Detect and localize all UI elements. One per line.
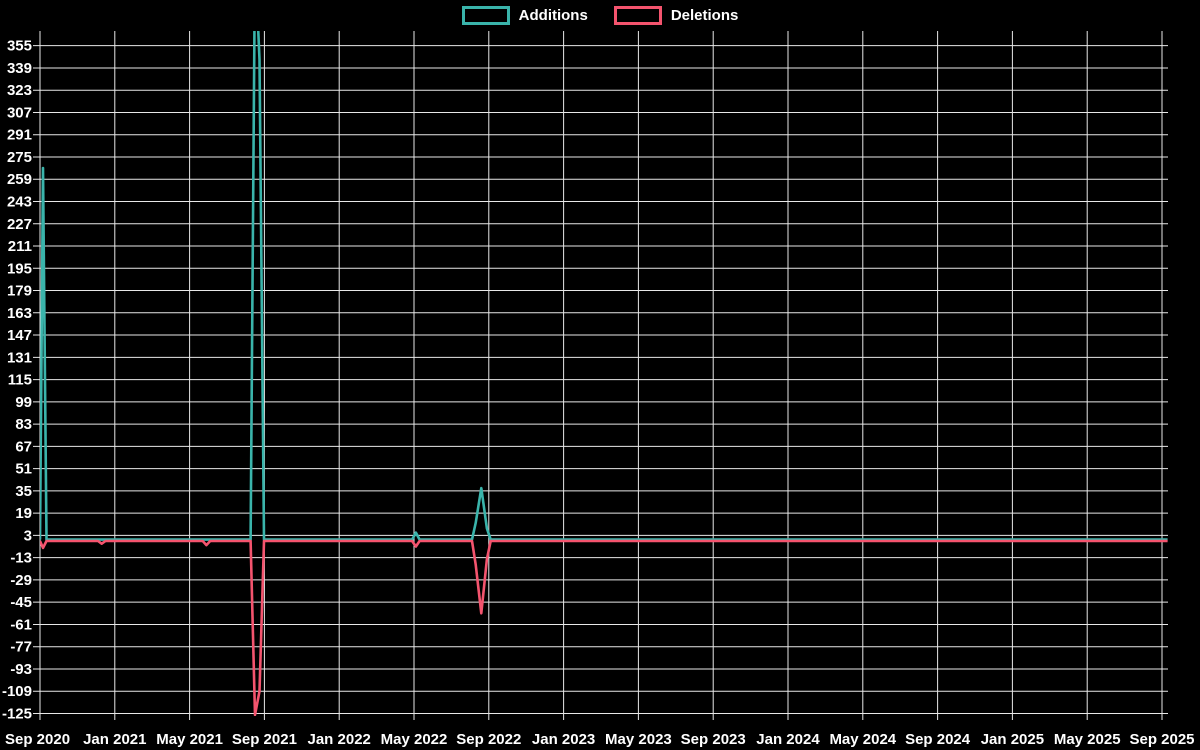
x-axis-tick-label: Jan 2022 (308, 731, 371, 748)
y-axis-tick-label: 243 (7, 194, 32, 211)
legend-item-deletions[interactable]: Deletions (613, 6, 739, 25)
y-axis-tick-label: -61 (10, 616, 32, 633)
y-axis-tick-label: 211 (8, 238, 32, 255)
legend-label-deletions: Deletions (670, 7, 739, 24)
y-axis-tick-label: -45 (10, 594, 32, 611)
y-axis-tick-label: 195 (7, 260, 32, 277)
deletions-line (40, 539, 1168, 716)
x-axis-tick-label: Jan 2023 (532, 731, 595, 748)
y-axis-tick-label: 163 (7, 305, 32, 322)
additions-swatch-icon (461, 6, 510, 25)
y-axis-tick-label: 67 (15, 438, 32, 455)
x-axis-tick-label: Jan 2021 (83, 731, 146, 748)
y-axis-tick-label: -93 (10, 661, 32, 678)
legend-item-additions[interactable]: Additions (461, 6, 588, 25)
x-axis-tick-label: Sep 2023 (681, 731, 746, 748)
y-axis-tick-label: -109 (2, 683, 32, 700)
y-axis-tick-label: 131 (7, 349, 32, 366)
y-axis-tick-label: -77 (10, 639, 32, 656)
x-axis-tick-label: Jan 2025 (981, 731, 1044, 748)
x-axis-tick-label: Jan 2024 (756, 731, 820, 748)
y-axis-tick-label: -125 (2, 705, 32, 722)
legend-label-additions: Additions (518, 7, 588, 24)
y-axis-tick-label: 339 (7, 60, 32, 77)
x-axis-tick-label: May 2022 (381, 731, 448, 748)
y-axis-tick-label: 35 (15, 483, 32, 500)
x-axis-tick-label: May 2025 (1054, 731, 1121, 748)
y-axis-tick-label: -13 (10, 550, 32, 567)
y-axis-tick-label: 275 (7, 149, 32, 166)
x-axis-tick-label: May 2021 (156, 731, 223, 748)
y-axis-tick-label: 227 (7, 216, 32, 233)
y-axis-tick-label: 51 (15, 461, 32, 478)
x-axis-tick-label: Sep 2024 (905, 731, 971, 748)
x-axis-tick-label: Sep 2022 (456, 731, 521, 748)
y-axis-tick-label: 323 (7, 82, 32, 99)
x-axis-tick-label: Sep 2021 (232, 731, 297, 748)
y-axis-tick-label: 3 (24, 527, 32, 544)
x-axis-tick-label: Sep 2020 (5, 731, 70, 748)
y-axis-tick-label: 99 (15, 394, 32, 411)
y-axis-tick-label: 115 (8, 372, 32, 389)
x-axis-tick-label: May 2023 (605, 731, 672, 748)
deletions-swatch-icon (613, 6, 662, 25)
y-axis-tick-label: 307 (7, 104, 32, 121)
y-axis-tick-label: 355 (7, 38, 32, 55)
y-axis-tick-label: 147 (7, 327, 32, 344)
y-axis-tick-label: -29 (10, 572, 32, 589)
chart-legend: Additions Deletions (0, 6, 1200, 25)
y-axis-tick-label: 19 (15, 505, 32, 522)
x-axis-tick-label: Sep 2025 (1129, 731, 1194, 748)
x-axis-tick-label: May 2024 (829, 731, 896, 748)
additions-line (40, 31, 1168, 541)
y-axis-tick-label: 179 (7, 283, 32, 300)
y-axis-tick-label: 259 (7, 171, 32, 188)
y-axis-tick-label: 291 (7, 127, 32, 144)
y-axis-tick-label: 83 (15, 416, 32, 433)
